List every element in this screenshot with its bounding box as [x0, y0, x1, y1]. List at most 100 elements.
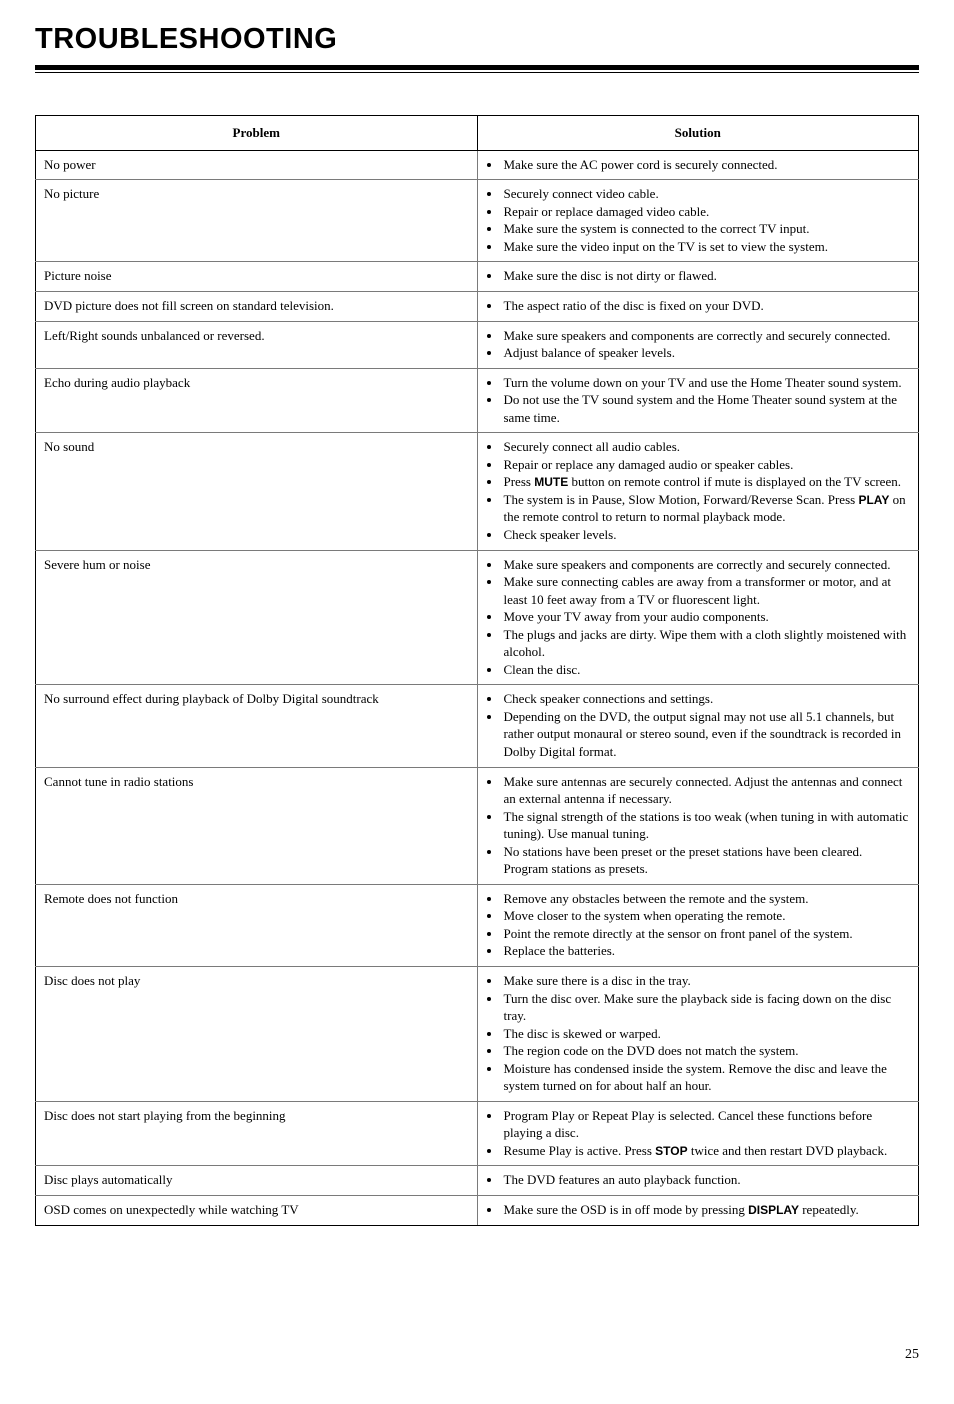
page-title: TROUBLESHOOTING: [35, 20, 919, 59]
table-row: Disc does not playMake sure there is a d…: [36, 967, 919, 1102]
solution-item: The region code on the DVD does not matc…: [502, 1042, 911, 1060]
solution-item: Do not use the TV sound system and the H…: [502, 391, 911, 426]
solution-item: The DVD features an auto playback functi…: [502, 1171, 911, 1189]
solution-list: Make sure antennas are securely connecte…: [486, 773, 911, 878]
solution-item: No stations have been preset or the pres…: [502, 843, 911, 878]
title-rule: [35, 65, 919, 73]
solution-item: Make sure the system is connected to the…: [502, 220, 911, 238]
table-row: Left/Right sounds unbalanced or reversed…: [36, 321, 919, 368]
solution-item: The aspect ratio of the disc is fixed on…: [502, 297, 911, 315]
problem-cell: Disc plays automatically: [36, 1166, 478, 1196]
solution-item: Move closer to the system when operating…: [502, 907, 911, 925]
table-row: Disc does not start playing from the beg…: [36, 1101, 919, 1166]
problem-cell: Severe hum or noise: [36, 550, 478, 685]
problem-cell: No surround effect during playback of Do…: [36, 685, 478, 767]
solution-item: Make sure connecting cables are away fro…: [502, 573, 911, 608]
solution-item: Check speaker connections and settings.: [502, 690, 911, 708]
table-header-row: Problem Solution: [36, 116, 919, 151]
table-row: Echo during audio playback Turn the volum…: [36, 368, 919, 433]
table-row: OSD comes on unexpectedly while watching…: [36, 1196, 919, 1226]
solution-item: The signal strength of the stations is t…: [502, 808, 911, 843]
solution-cell: Make sure speakers and components are co…: [477, 550, 919, 685]
solution-cell: Check speaker connections and settings.D…: [477, 685, 919, 767]
solution-cell: Turn the volume down on your TV and use …: [477, 368, 919, 433]
col-header-problem: Problem: [36, 116, 478, 151]
solution-list: Securely connect all audio cables.Repair…: [486, 438, 911, 543]
troubleshooting-table-wrap: Problem Solution No powerMake sure the A…: [35, 115, 919, 1225]
bold-text: DISPLAY: [748, 1203, 799, 1217]
solution-item: Make sure the video input on the TV is s…: [502, 238, 911, 256]
solution-cell: Make sure the OSD is in off mode by pres…: [477, 1196, 919, 1226]
solution-list: Turn the volume down on your TV and use …: [486, 374, 911, 427]
table-row: Remote does not function Remove any obsta…: [36, 884, 919, 966]
solution-cell: Securely connect all audio cables.Repair…: [477, 433, 919, 550]
problem-cell: Left/Right sounds unbalanced or reversed…: [36, 321, 478, 368]
solution-list: Make sure the OSD is in off mode by pres…: [486, 1201, 911, 1219]
problem-cell: No picture: [36, 180, 478, 262]
solution-cell: Make sure the AC power cord is securely …: [477, 150, 919, 180]
solution-item: Check speaker levels.: [502, 526, 911, 544]
solution-item: Make sure the AC power cord is securely …: [502, 156, 911, 174]
problem-cell: Disc does not start playing from the beg…: [36, 1101, 478, 1166]
solution-item: Depending on the DVD, the output signal …: [502, 708, 911, 761]
solution-list: Make sure the disc is not dirty or flawe…: [486, 267, 911, 285]
solution-item: Repair or replace damaged video cable.: [502, 203, 911, 221]
table-row: No surround effect during playback of Do…: [36, 685, 919, 767]
solution-cell: The DVD features an auto playback functi…: [477, 1166, 919, 1196]
solution-item: Make sure speakers and components are co…: [502, 556, 911, 574]
solution-cell: Make sure speakers and components are co…: [477, 321, 919, 368]
solution-item: Press MUTE button on remote control if m…: [502, 473, 911, 491]
solution-item: Make sure the disc is not dirty or flawe…: [502, 267, 911, 285]
solution-list: Securely connect video cable.Repair or r…: [486, 185, 911, 255]
table-row: Picture noiseMake sure the disc is not d…: [36, 262, 919, 292]
solution-item: Moisture has condensed inside the system…: [502, 1060, 911, 1095]
solution-cell: Program Play or Repeat Play is selected.…: [477, 1101, 919, 1166]
problem-cell: Echo during audio playback: [36, 368, 478, 433]
solution-item: Make sure the OSD is in off mode by pres…: [502, 1201, 911, 1219]
solution-list: Remove any obstacles between the remote …: [486, 890, 911, 960]
solution-list: Make sure speakers and components are co…: [486, 556, 911, 679]
solution-item: Securely connect video cable.: [502, 185, 911, 203]
solution-item: Make sure speakers and components are co…: [502, 327, 911, 345]
table-row: No powerMake sure the AC power cord is s…: [36, 150, 919, 180]
solution-item: Repair or replace any damaged audio or s…: [502, 456, 911, 474]
table-row: Severe hum or noise Make sure speakers an…: [36, 550, 919, 685]
solution-item: Make sure there is a disc in the tray.: [502, 972, 911, 990]
problem-cell: Remote does not function: [36, 884, 478, 966]
solution-item: The system is in Pause, Slow Motion, For…: [502, 491, 911, 526]
solution-item: Resume Play is active. Press STOP twice …: [502, 1142, 911, 1160]
problem-cell: No sound: [36, 433, 478, 550]
table-row: No pictureSecurely connect video cable.R…: [36, 180, 919, 262]
page-number: 25: [35, 1346, 919, 1365]
bold-text: MUTE: [534, 475, 568, 489]
solution-list: Make sure the AC power cord is securely …: [486, 156, 911, 174]
solution-cell: Make sure there is a disc in the tray.Tu…: [477, 967, 919, 1102]
table-row: Cannot tune in radio stationsMake sure a…: [36, 767, 919, 884]
solution-item: Point the remote directly at the sensor …: [502, 925, 911, 943]
solution-item: Move your TV away from your audio compon…: [502, 608, 911, 626]
solution-list: Program Play or Repeat Play is selected.…: [486, 1107, 911, 1160]
solution-item: Remove any obstacles between the remote …: [502, 890, 911, 908]
solution-list: Check speaker connections and settings.D…: [486, 690, 911, 760]
bold-text: PLAY: [858, 493, 889, 507]
table-row: DVD picture does not fill screen on stan…: [36, 291, 919, 321]
bold-text: STOP: [655, 1144, 687, 1158]
solution-item: Turn the volume down on your TV and use …: [502, 374, 911, 392]
troubleshooting-table: Problem Solution No powerMake sure the A…: [35, 115, 919, 1225]
solution-list: The aspect ratio of the disc is fixed on…: [486, 297, 911, 315]
solution-item: Securely connect all audio cables.: [502, 438, 911, 456]
table-row: Disc plays automatically The DVD features…: [36, 1166, 919, 1196]
solution-item: Turn the disc over. Make sure the playba…: [502, 990, 911, 1025]
solution-cell: Make sure antennas are securely connecte…: [477, 767, 919, 884]
problem-cell: DVD picture does not fill screen on stan…: [36, 291, 478, 321]
solution-cell: The aspect ratio of the disc is fixed on…: [477, 291, 919, 321]
solution-list: Make sure speakers and components are co…: [486, 327, 911, 362]
solution-item: Replace the batteries.: [502, 942, 911, 960]
col-header-solution: Solution: [477, 116, 919, 151]
solution-item: Program Play or Repeat Play is selected.…: [502, 1107, 911, 1142]
solution-cell: Remove any obstacles between the remote …: [477, 884, 919, 966]
solution-item: The plugs and jacks are dirty. Wipe them…: [502, 626, 911, 661]
solution-cell: Make sure the disc is not dirty or flawe…: [477, 262, 919, 292]
solution-list: Make sure there is a disc in the tray.Tu…: [486, 972, 911, 1095]
solution-item: Clean the disc.: [502, 661, 911, 679]
